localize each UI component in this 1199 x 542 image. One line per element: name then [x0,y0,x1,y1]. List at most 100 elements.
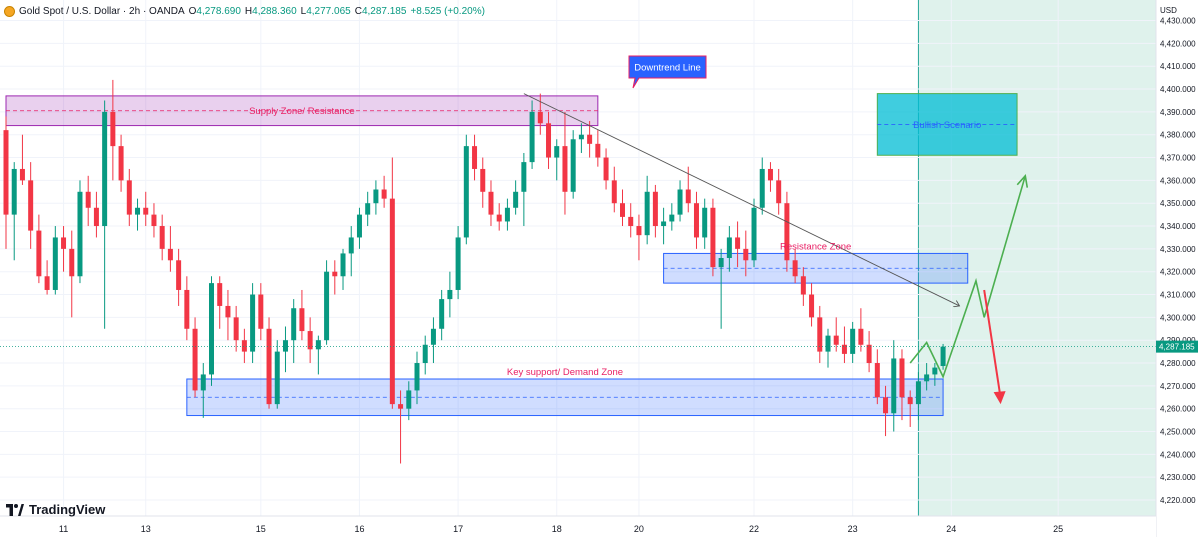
candle-body[interactable] [529,111,535,163]
candle-body[interactable] [883,397,889,414]
candle-body[interactable] [702,207,708,238]
bullish-projection-path[interactable] [909,175,1027,379]
candle-body[interactable] [356,214,362,238]
candle-body[interactable] [751,207,757,261]
candle-body[interactable] [61,237,67,249]
candle-body[interactable] [414,363,420,391]
price-axis[interactable] [1156,0,1199,537]
candle-body[interactable] [28,180,34,231]
candle-body[interactable] [718,258,724,268]
candle-body[interactable] [307,331,313,350]
candle-body[interactable] [135,207,141,215]
candle-body[interactable] [19,168,25,181]
candle-body[interactable] [332,271,338,277]
candle-body[interactable] [406,390,412,409]
tradingview-logo[interactable]: TradingView [6,502,105,517]
candle-body[interactable] [159,226,165,249]
candle-body[interactable] [455,237,461,290]
candle-body[interactable] [258,294,264,329]
candle-body[interactable] [3,130,9,215]
candle-body[interactable] [11,168,17,215]
candle-body[interactable] [365,203,371,215]
candle-body[interactable] [833,335,839,345]
candle-body[interactable] [102,111,108,227]
candle-body[interactable] [726,237,732,258]
candle-body[interactable] [274,351,280,405]
candle-body[interactable] [480,168,486,192]
candle-body[interactable] [447,289,453,300]
candle-body[interactable] [69,248,75,277]
candle-body[interactable] [315,340,321,350]
candle-body[interactable] [759,168,765,208]
candle-body[interactable] [250,294,256,352]
candle-body[interactable] [710,207,716,268]
candle-body[interactable] [685,189,691,204]
candle-body[interactable] [52,237,58,290]
candle-body[interactable] [217,283,223,306]
candle-body[interactable] [36,230,42,277]
candle-body[interactable] [85,191,91,208]
candle-body[interactable] [554,146,560,158]
candle-body[interactable] [496,214,502,222]
candle-body[interactable] [578,134,584,140]
candle-body[interactable] [373,189,379,204]
candle-body[interactable] [595,143,601,158]
candle-body[interactable] [184,289,190,329]
candle-body[interactable] [693,203,699,238]
candle-body[interactable] [644,191,650,236]
candle-body[interactable] [488,191,494,215]
candle-body[interactable] [348,237,354,254]
candle-body[interactable] [398,404,404,409]
bearish-projection-line[interactable] [983,289,1002,399]
candle-body[interactable] [858,328,864,345]
symbol-title[interactable]: Gold Spot / U.S. Dollar · 2h · OANDA [19,5,185,17]
candle-body[interactable] [209,283,214,375]
candle-body[interactable] [915,381,921,405]
candle-body[interactable] [126,180,132,215]
candle-body[interactable] [940,346,946,367]
candle-body[interactable] [866,344,872,364]
candle-body[interactable] [381,189,387,199]
candle-body[interactable] [661,221,667,227]
candle-body[interactable] [439,299,445,329]
candle-body[interactable] [767,168,773,181]
candle-body[interactable] [817,317,823,352]
candle-body[interactable] [924,374,930,382]
candle-body[interactable] [841,344,847,354]
candle-body[interactable] [44,276,50,290]
candle-body[interactable] [472,146,478,169]
candle-body[interactable] [792,260,798,277]
candle-body[interactable] [603,157,609,181]
candle-body[interactable] [93,207,99,227]
candle-body[interactable] [513,191,519,208]
candle-body[interactable] [809,294,815,318]
candle-body[interactable] [225,305,231,318]
candle-body[interactable] [389,198,395,405]
candle-body[interactable] [628,216,634,227]
candle-body[interactable] [110,111,116,147]
candle-body[interactable] [800,276,806,295]
candle-body[interactable] [776,180,782,204]
candle-body[interactable] [430,328,436,345]
candle-body[interactable] [743,248,749,261]
candle-body[interactable] [200,374,206,391]
candle-body[interactable] [669,214,675,222]
candle-body[interactable] [291,308,297,341]
downtrend-line[interactable] [523,93,960,306]
candle-body[interactable] [735,237,741,249]
candle-body[interactable] [611,180,617,204]
candle-body[interactable] [118,146,124,181]
candle-body[interactable] [784,203,790,261]
downtrend-callout[interactable] [628,55,707,89]
candle-body[interactable] [463,146,469,238]
candle-body[interactable] [521,162,527,192]
candle-body[interactable] [537,111,543,124]
candle-body[interactable] [636,226,642,236]
candle-body[interactable] [340,253,346,277]
candle-body[interactable] [899,358,905,398]
candle-body[interactable] [233,317,239,341]
candle-body[interactable] [176,260,182,290]
candle-body[interactable] [850,328,856,354]
candle-body[interactable] [241,340,247,352]
